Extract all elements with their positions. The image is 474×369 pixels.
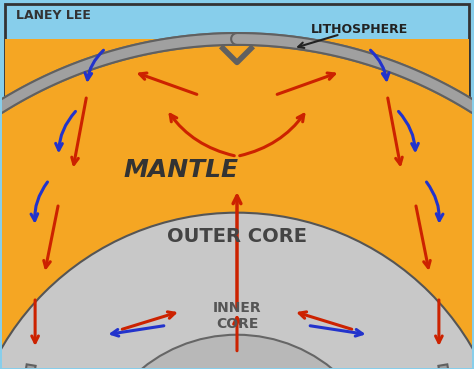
Polygon shape: [5, 39, 237, 365]
Polygon shape: [237, 39, 469, 365]
Text: LITHOSPHERE: LITHOSPHERE: [310, 23, 408, 36]
Text: OUTER CORE: OUTER CORE: [167, 227, 307, 246]
Text: MANTLE: MANTLE: [123, 158, 238, 182]
Wedge shape: [87, 335, 387, 369]
FancyBboxPatch shape: [5, 4, 469, 365]
Text: LANEY LEE: LANEY LEE: [16, 9, 91, 22]
Wedge shape: [0, 39, 474, 369]
Wedge shape: [0, 213, 474, 369]
Text: INNER
CORE: INNER CORE: [213, 301, 261, 331]
